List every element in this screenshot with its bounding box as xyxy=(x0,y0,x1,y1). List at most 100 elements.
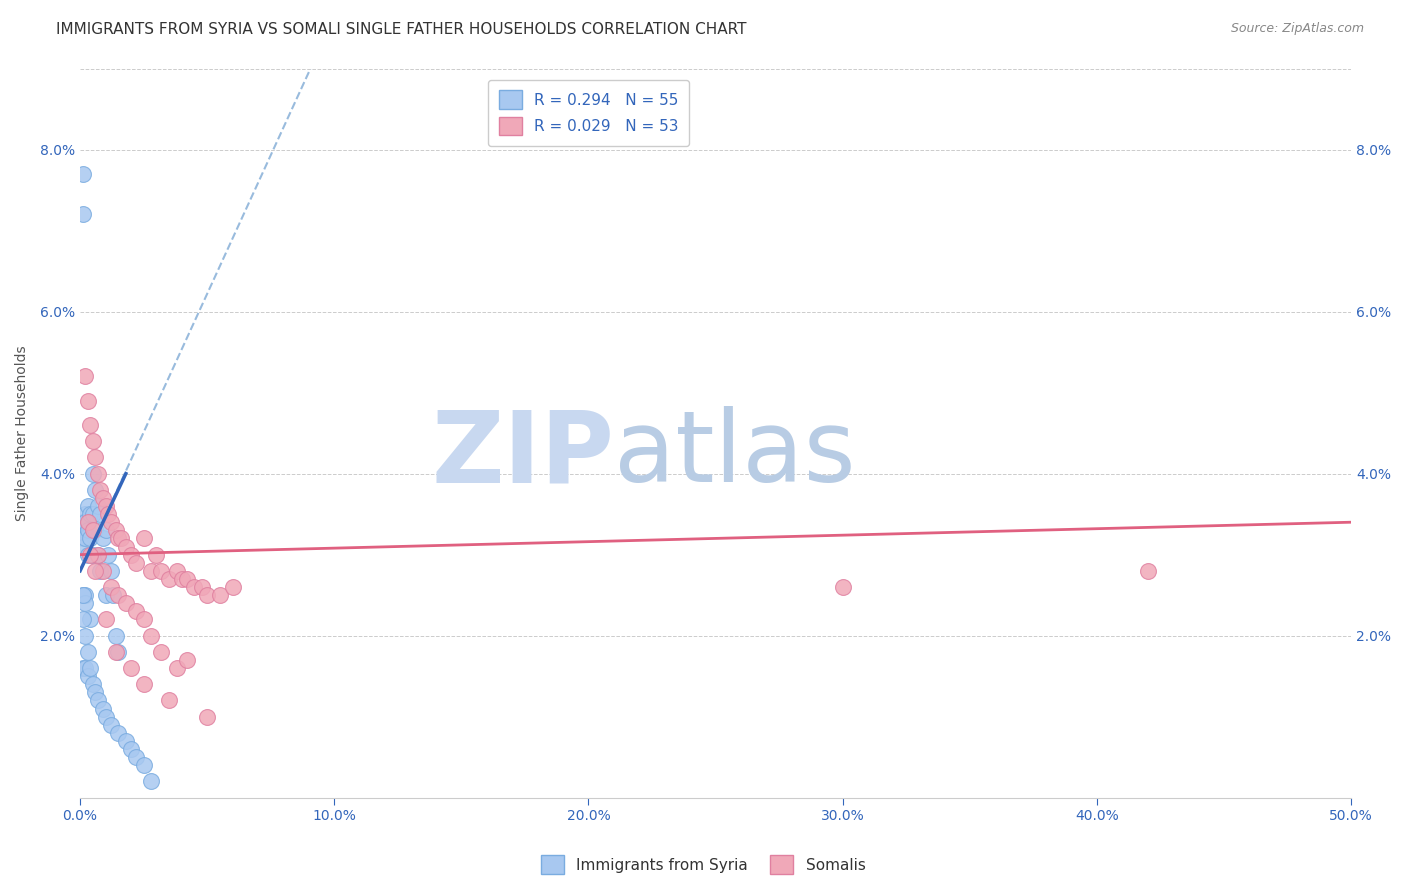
Point xyxy=(76,524,98,538)
Point xyxy=(132,612,155,626)
Point xyxy=(125,750,148,764)
Point xyxy=(166,564,188,578)
Point xyxy=(84,524,107,538)
Point xyxy=(125,556,148,570)
Point xyxy=(82,434,104,449)
Point xyxy=(82,524,104,538)
Point xyxy=(176,653,198,667)
Point xyxy=(120,742,142,756)
Point xyxy=(72,515,94,529)
Point xyxy=(91,564,114,578)
Point xyxy=(170,572,193,586)
Point xyxy=(94,709,117,723)
Point xyxy=(82,548,104,562)
Point xyxy=(72,167,94,181)
Point xyxy=(195,588,218,602)
Point xyxy=(87,467,110,481)
Point xyxy=(94,588,117,602)
Point xyxy=(89,483,111,497)
Point xyxy=(125,604,148,618)
Point xyxy=(91,701,114,715)
Point xyxy=(120,661,142,675)
Point xyxy=(87,548,110,562)
Point xyxy=(75,507,97,521)
Point xyxy=(132,532,155,546)
Point xyxy=(91,532,114,546)
Point xyxy=(166,661,188,675)
Point xyxy=(94,499,117,513)
Point xyxy=(145,548,167,562)
Point xyxy=(75,532,97,546)
Point xyxy=(76,499,98,513)
Legend: R = 0.294   N = 55, R = 0.029   N = 53: R = 0.294 N = 55, R = 0.029 N = 53 xyxy=(488,79,689,146)
Point xyxy=(150,564,173,578)
Point xyxy=(104,629,127,643)
Point xyxy=(94,524,117,538)
Point xyxy=(82,677,104,691)
Point xyxy=(100,564,122,578)
Point xyxy=(115,540,138,554)
Point xyxy=(84,450,107,465)
Text: atlas: atlas xyxy=(614,407,855,503)
Point xyxy=(195,709,218,723)
Point xyxy=(79,507,101,521)
Point xyxy=(75,629,97,643)
Legend: Immigrants from Syria, Somalis: Immigrants from Syria, Somalis xyxy=(534,849,872,880)
Point xyxy=(157,572,180,586)
Point xyxy=(97,548,120,562)
Point xyxy=(97,507,120,521)
Point xyxy=(107,532,129,546)
Point xyxy=(84,564,107,578)
Point xyxy=(72,532,94,546)
Point xyxy=(101,588,124,602)
Point xyxy=(115,734,138,748)
Point xyxy=(132,758,155,772)
Point xyxy=(75,369,97,384)
Point xyxy=(132,677,155,691)
Text: ZIP: ZIP xyxy=(432,407,614,503)
Point xyxy=(100,718,122,732)
Point xyxy=(107,588,129,602)
Point xyxy=(72,588,94,602)
Point xyxy=(72,661,94,675)
Point xyxy=(72,612,94,626)
Point xyxy=(115,596,138,610)
Point xyxy=(87,499,110,513)
Point xyxy=(141,629,163,643)
Text: IMMIGRANTS FROM SYRIA VS SOMALI SINGLE FATHER HOUSEHOLDS CORRELATION CHART: IMMIGRANTS FROM SYRIA VS SOMALI SINGLE F… xyxy=(56,22,747,37)
Point xyxy=(831,580,853,594)
Point xyxy=(150,645,173,659)
Point xyxy=(104,645,127,659)
Point xyxy=(107,645,129,659)
Point xyxy=(87,548,110,562)
Point xyxy=(100,515,122,529)
Point xyxy=(87,693,110,707)
Point xyxy=(75,596,97,610)
Point xyxy=(100,580,122,594)
Point xyxy=(72,524,94,538)
Point xyxy=(84,685,107,699)
Point xyxy=(72,588,94,602)
Point xyxy=(76,669,98,683)
Y-axis label: Single Father Households: Single Father Households xyxy=(15,345,30,521)
Point xyxy=(76,548,98,562)
Point xyxy=(79,612,101,626)
Point xyxy=(79,548,101,562)
Point xyxy=(141,774,163,789)
Text: Source: ZipAtlas.com: Source: ZipAtlas.com xyxy=(1230,22,1364,36)
Point xyxy=(79,417,101,432)
Point xyxy=(72,540,94,554)
Point xyxy=(79,661,101,675)
Point xyxy=(104,524,127,538)
Point xyxy=(1136,564,1159,578)
Point xyxy=(120,548,142,562)
Point xyxy=(76,515,98,529)
Point xyxy=(91,491,114,505)
Point xyxy=(82,467,104,481)
Point xyxy=(75,661,97,675)
Point xyxy=(75,515,97,529)
Point xyxy=(82,507,104,521)
Point xyxy=(191,580,214,594)
Point xyxy=(110,532,132,546)
Point xyxy=(84,483,107,497)
